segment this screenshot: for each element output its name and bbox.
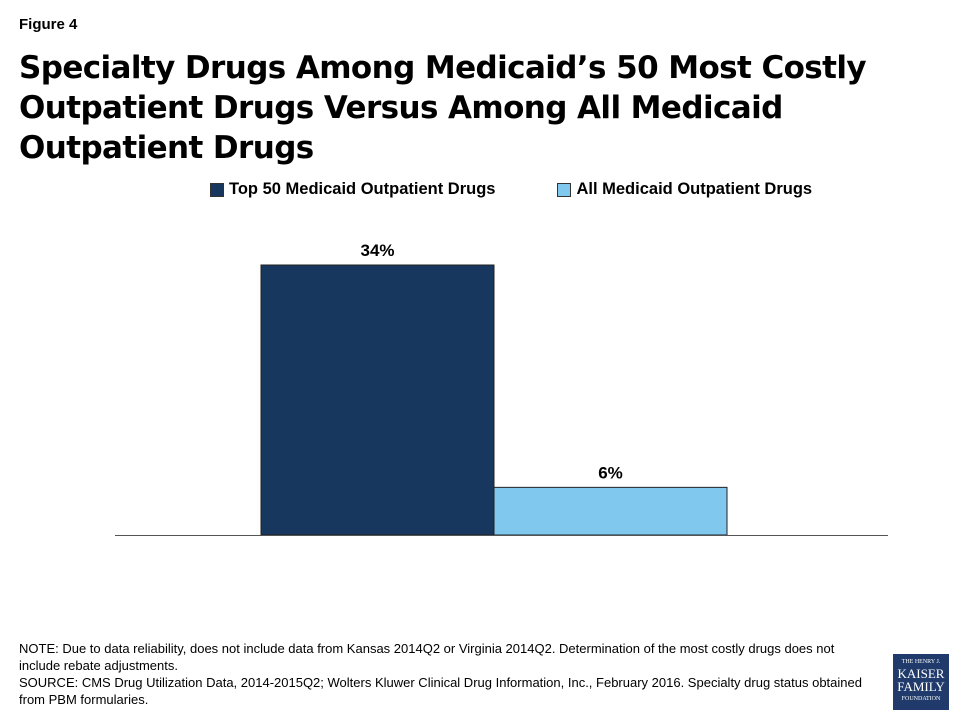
footnotes: NOTE: Due to data reliability, does not … <box>19 640 869 708</box>
data-label: 6% <box>598 463 623 482</box>
note-text: NOTE: Due to data reliability, does not … <box>19 641 835 673</box>
source-text: SOURCE: CMS Drug Utilization Data, 2014-… <box>19 675 862 707</box>
figure-label: Figure 4 <box>19 16 78 33</box>
kff-logo: THE HENRY J. KAISER FAMILY FOUNDATION <box>893 654 949 710</box>
data-label: 34% <box>360 241 394 260</box>
bar-top50 <box>260 264 495 536</box>
legend: Top 50 Medicaid Outpatient Drugs All Med… <box>210 180 812 199</box>
legend-label: All Medicaid Outpatient Drugs <box>576 180 813 198</box>
legend-swatch <box>210 182 224 197</box>
legend-swatch <box>557 182 572 197</box>
legend-item-all: All Medicaid Outpatient Drugs <box>557 180 812 199</box>
bar-all <box>493 486 728 536</box>
legend-label: Top 50 Medicaid Outpatient Drugs <box>229 180 496 198</box>
legend-item-top50: Top 50 Medicaid Outpatient Drugs <box>210 180 495 199</box>
chart-title: Specialty Drugs Among Medicaid’s 50 Most… <box>19 50 867 166</box>
